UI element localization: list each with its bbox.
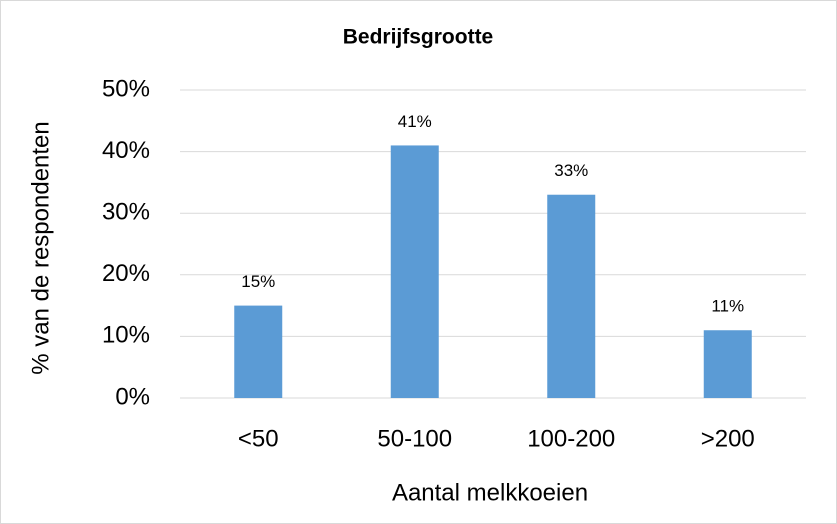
y-tick-label: 0% [115, 383, 150, 410]
bar [390, 145, 439, 398]
bar [703, 330, 752, 398]
x-tick-label: >200 [701, 425, 755, 452]
data-label: 33% [554, 161, 588, 180]
y-tick-label: 30% [102, 199, 150, 226]
data-label: 11% [711, 297, 744, 316]
y-tick-label: 50% [102, 75, 150, 102]
x-tick-label: 100-200 [527, 425, 615, 452]
bar [234, 305, 283, 398]
y-tick-label: 20% [102, 260, 150, 287]
bar [547, 194, 596, 398]
x-axis-label: Aantal melkkoeien [392, 479, 588, 506]
x-tick-label: <50 [238, 425, 279, 452]
y-axis-label: % van de respondenten [27, 121, 54, 375]
data-label: 15% [241, 272, 275, 291]
y-tick-label: 10% [102, 322, 150, 349]
data-label: 41% [398, 112, 432, 131]
y-tick-label: 40% [102, 137, 150, 164]
chart-title: Bedrijfsgrootte [343, 26, 494, 49]
x-tick-label: 50-100 [377, 425, 452, 452]
